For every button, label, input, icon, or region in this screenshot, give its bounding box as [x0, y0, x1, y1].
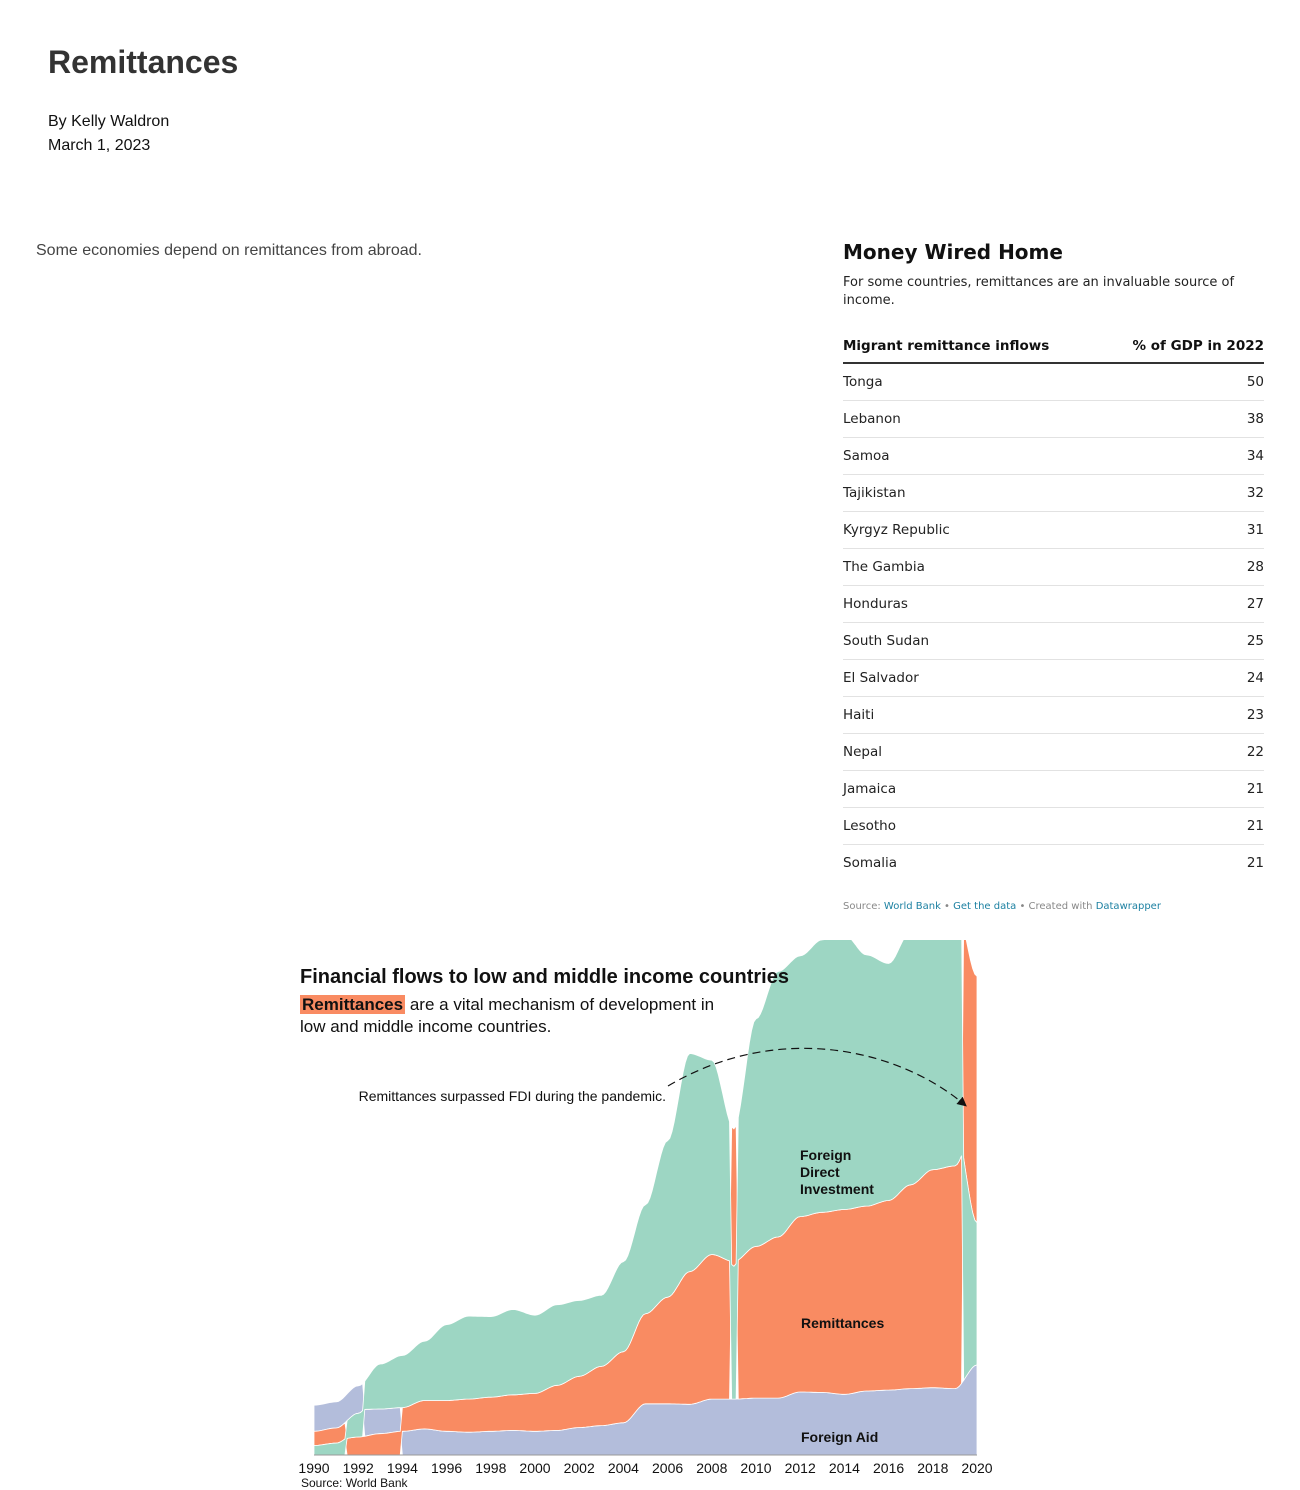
label-fdi-line3: Investment: [800, 1181, 874, 1197]
source-link[interactable]: World Bank: [883, 901, 941, 912]
table-row: Honduras 27: [843, 585, 1264, 623]
x-tick-label: 2008: [696, 1460, 727, 1476]
country-cell: Lesotho: [843, 807, 1101, 845]
country-cell: South Sudan: [843, 622, 1101, 660]
table-row: The Gambia 28: [843, 548, 1264, 586]
x-tick-label: 2002: [564, 1460, 595, 1476]
remittance-table-widget: Money Wired Home For some countries, rem…: [843, 238, 1264, 912]
country-cell: Tajikistan: [843, 474, 1101, 512]
chart-subtitle: Remittances are a vital mechanism of dev…: [300, 994, 740, 1038]
x-tick-label: 2006: [652, 1460, 683, 1476]
annotation-text: Remittances surpassed FDI during the pan…: [359, 1088, 666, 1104]
x-tick-label: 2018: [917, 1460, 948, 1476]
x-tick-label: 1992: [343, 1460, 374, 1476]
country-cell: Tonga: [843, 363, 1101, 401]
x-tick-label: 2016: [873, 1460, 904, 1476]
column-header-gdp-share[interactable]: % of GDP in 2022: [1100, 338, 1264, 364]
table-row: Tajikistan 32: [843, 474, 1264, 512]
table-row: El Salvador 24: [843, 659, 1264, 697]
table-body: Tonga 50 Lebanon 38 Samoa 34 Tajikistan 32 Kyrgy…: [843, 363, 1264, 881]
label-fdi-line1: Foreign: [800, 1147, 851, 1163]
x-tick-label: 2000: [519, 1460, 550, 1476]
country-cell: Honduras: [843, 585, 1101, 623]
intro-text: Some economies depend on remittances fro…: [36, 242, 422, 259]
author-name: By Kelly Waldron: [48, 113, 170, 130]
footer-separator: •: [944, 901, 950, 912]
get-data-link[interactable]: Get the data: [953, 901, 1017, 912]
country-cell: The Gambia: [843, 548, 1101, 586]
table-subtitle: For some countries, remittances are an i…: [843, 275, 1235, 308]
gdp-share-cell: 50: [1100, 363, 1264, 401]
area-foreign-direct-investment: [313, 940, 978, 1456]
chart-canvas: 1990 1992 1994 1996 1998 2000 2002 2004 2006 2008…: [298, 940, 993, 1476]
x-tick-label: 2010: [740, 1460, 771, 1476]
datawrapper-link[interactable]: Datawrapper: [1095, 901, 1161, 912]
gdp-share-cell: 21: [1100, 770, 1264, 808]
gdp-share-cell: 21: [1100, 807, 1264, 845]
table-title: Money Wired Home: [843, 240, 1063, 264]
chart-title: Financial flows to low and middle income…: [300, 966, 789, 988]
financial-flows-chart: 1990 1992 1994 1996 1998 2000 2002 2004 2006 2008…: [0, 940, 1300, 1490]
gdp-share-cell: 38: [1100, 400, 1264, 438]
table-header-row: Migrant remittance inflows % of GDP in 2…: [843, 338, 1264, 364]
country-cell: Lebanon: [843, 400, 1101, 438]
gdp-share-cell: 21: [1246, 855, 1264, 871]
label-fdi-line2: Direct: [800, 1164, 840, 1180]
gdp-share-cell: 34: [1100, 437, 1264, 475]
table-row: Haiti 23: [843, 696, 1264, 734]
table-row: Lebanon 38: [843, 400, 1264, 438]
chart-source: Source: World Bank: [301, 1476, 408, 1490]
gdp-share-cell: 22: [1100, 733, 1264, 771]
table-row: South Sudan 25: [843, 622, 1264, 660]
table-row: Samoa 34: [843, 437, 1264, 475]
country-cell: Jamaica: [843, 770, 1101, 808]
table-row: Kyrgyz Republic 31: [843, 511, 1264, 549]
gdp-share-cell: 31: [1100, 511, 1264, 549]
created-with-text: • Created with: [1019, 901, 1093, 912]
remittance-table: Migrant remittance inflows % of GDP in 2…: [843, 338, 1264, 881]
page-title: Remittances: [48, 44, 239, 80]
table-footer: Source: World Bank • Get the data • Crea…: [843, 901, 1264, 912]
x-tick-label: 2020: [961, 1460, 992, 1476]
x-tick-label: 1994: [387, 1460, 418, 1476]
gdp-share-cell: 24: [1100, 659, 1264, 697]
gdp-share-cell: 28: [1100, 548, 1264, 586]
x-tick-label: 2014: [829, 1460, 860, 1476]
remittances-highlight: Remittances: [300, 995, 406, 1014]
table-row: Jamaica 21: [843, 770, 1264, 808]
annotation-arrow: [667, 1047, 967, 1107]
x-tick-label: 1990: [298, 1460, 329, 1476]
x-tick-label: 2004: [608, 1460, 639, 1476]
country-cell: Haiti: [843, 696, 1101, 734]
byline: By Kelly Waldron March 1, 2023: [48, 110, 169, 158]
publish-date: March 1, 2023: [48, 137, 151, 154]
gdp-share-cell: 25: [1100, 622, 1264, 660]
country-cell: Nepal: [843, 733, 1101, 771]
x-tick-label: 1998: [475, 1460, 506, 1476]
source-prefix: Source:: [843, 901, 881, 912]
table-row: Tonga 50: [843, 363, 1264, 401]
country-cell: Samoa: [843, 437, 1101, 475]
table-row: Somalia 21: [843, 845, 1264, 882]
x-tick-label: 2012: [785, 1460, 816, 1476]
chart-subtitle-text: are a vital mechanism of development in …: [300, 995, 715, 1036]
country-cell: Somalia: [843, 855, 898, 871]
gdp-share-cell: 23: [1100, 696, 1264, 734]
gdp-share-cell: 27: [1100, 585, 1264, 623]
table-row: Nepal 22: [843, 733, 1264, 771]
country-cell: Kyrgyz Republic: [843, 511, 1101, 549]
label-remittances: Remittances: [801, 1315, 884, 1331]
gdp-share-cell: 32: [1100, 474, 1264, 512]
country-cell: El Salvador: [843, 659, 1101, 697]
column-header-country[interactable]: Migrant remittance inflows: [843, 338, 1101, 364]
label-foreign-aid: Foreign Aid: [801, 1429, 878, 1445]
x-tick-label: 1996: [431, 1460, 462, 1476]
table-row: Lesotho 21: [843, 807, 1264, 845]
